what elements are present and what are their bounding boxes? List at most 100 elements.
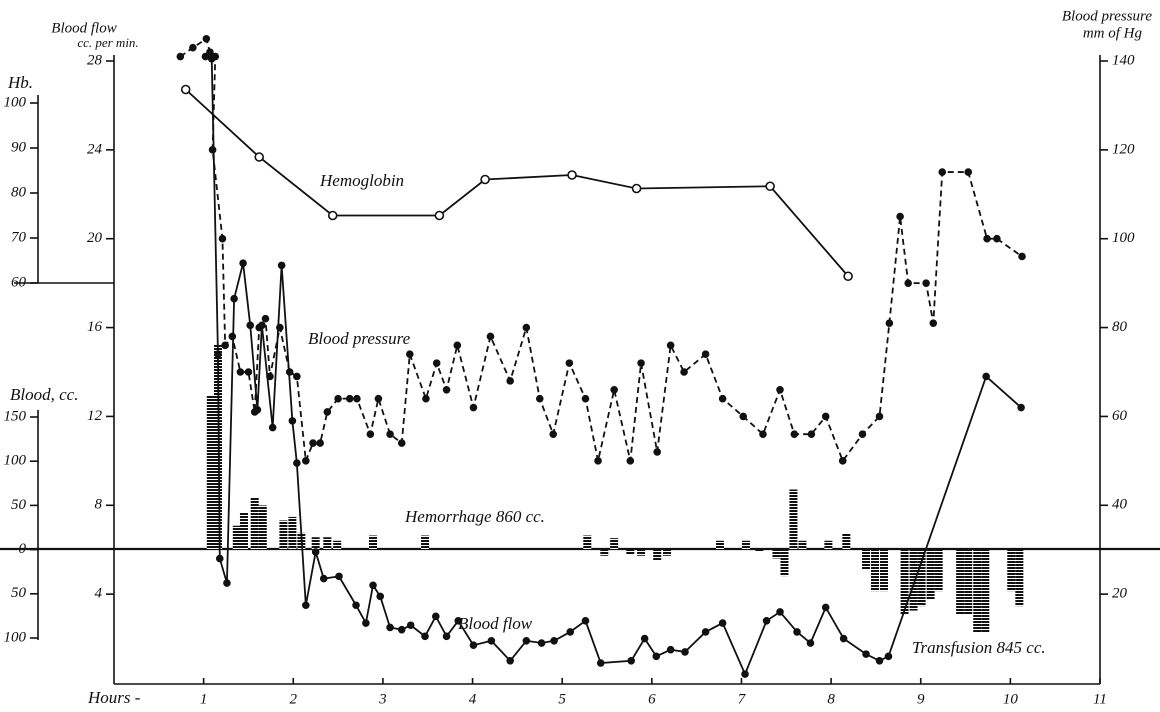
blood-bar [780, 549, 789, 577]
marker [374, 394, 383, 403]
marker [288, 417, 297, 425]
marker [442, 632, 451, 641]
marker [549, 430, 558, 439]
marker [376, 592, 385, 601]
x-tick-label: 1 [200, 691, 208, 707]
marker [180, 84, 191, 95]
marker [929, 319, 938, 327]
blood-bar [653, 549, 662, 561]
y4ticks-label: 0 [19, 541, 27, 557]
marker [718, 394, 727, 403]
y4ticks-label: 50 [11, 497, 27, 513]
marker [202, 34, 211, 43]
marker [596, 659, 605, 667]
x-tick-label: 4 [469, 691, 477, 707]
marker [246, 321, 255, 330]
marker [776, 608, 784, 616]
marker [431, 612, 440, 621]
marker [386, 623, 394, 632]
yticks-label: 16 [87, 319, 103, 335]
x-tick-label: 5 [558, 691, 566, 707]
marker [334, 394, 342, 403]
marker [480, 174, 490, 185]
y4ticks-label: 150 [4, 408, 27, 424]
marker [506, 377, 514, 385]
y2ticks-label: 100 [1112, 230, 1135, 246]
blood-bar [279, 520, 288, 550]
marker [922, 279, 930, 287]
marker [223, 579, 231, 587]
marker [453, 341, 462, 350]
blood-bar [715, 540, 724, 550]
marker [1018, 252, 1026, 261]
marker [535, 394, 544, 403]
y4ticks-label: 50 [11, 585, 27, 601]
marker [581, 394, 590, 403]
series-line [179, 37, 1023, 463]
blood-bar [956, 549, 965, 615]
marker [506, 656, 514, 665]
yticks-label: 20 [87, 230, 103, 246]
marker [776, 385, 784, 394]
marker [637, 359, 645, 367]
marker [640, 634, 649, 643]
marker [741, 670, 749, 678]
blood-bar [1015, 549, 1024, 607]
y-axis-label: Blood flow [51, 20, 116, 36]
marker [362, 619, 370, 627]
marker [790, 430, 799, 439]
blood-bar [798, 540, 807, 550]
marker [793, 628, 801, 636]
y4ticks-label: 100 [4, 629, 27, 645]
blood-bar [369, 535, 378, 550]
blood-bar [934, 549, 943, 592]
blood-bar [600, 549, 609, 556]
blood-bar [926, 549, 935, 600]
marker [765, 181, 775, 192]
marker [386, 430, 394, 439]
marker [323, 408, 332, 416]
marker [486, 332, 495, 341]
marker [405, 350, 414, 359]
y4ticks-label: 100 [4, 453, 27, 469]
marker [983, 234, 991, 243]
marker [1017, 403, 1025, 412]
marker [807, 430, 816, 439]
x-tick-label: 6 [648, 691, 656, 707]
blood-bar [610, 538, 619, 550]
marker [397, 625, 406, 634]
marker [442, 385, 451, 394]
yticks-label: 8 [95, 497, 103, 513]
marker [631, 183, 642, 194]
yticks-label: 28 [87, 52, 103, 68]
marker [537, 639, 546, 647]
marker [610, 385, 618, 394]
marker [581, 616, 590, 625]
marker [176, 52, 185, 61]
marker [762, 616, 771, 625]
marker [666, 645, 675, 654]
blood-bar [879, 549, 888, 592]
marker [839, 634, 848, 643]
marker [626, 457, 635, 465]
blood-bar [909, 549, 918, 611]
marker [345, 394, 354, 403]
marker [352, 601, 360, 610]
blood-bar [333, 540, 342, 550]
marker [469, 403, 478, 412]
marker [964, 168, 973, 176]
marker [421, 632, 429, 641]
x-tick-label: 8 [827, 691, 835, 707]
blood-bar [900, 549, 909, 615]
blood-bar [755, 549, 764, 552]
marker [652, 652, 661, 661]
blood-bar [741, 540, 750, 550]
blood-bar [663, 549, 672, 556]
marker [302, 601, 310, 610]
marker [566, 628, 575, 636]
blood-bar [917, 549, 926, 607]
marker [627, 656, 636, 665]
series-label: Blood pressure [308, 329, 411, 348]
blood-bar [288, 516, 297, 550]
